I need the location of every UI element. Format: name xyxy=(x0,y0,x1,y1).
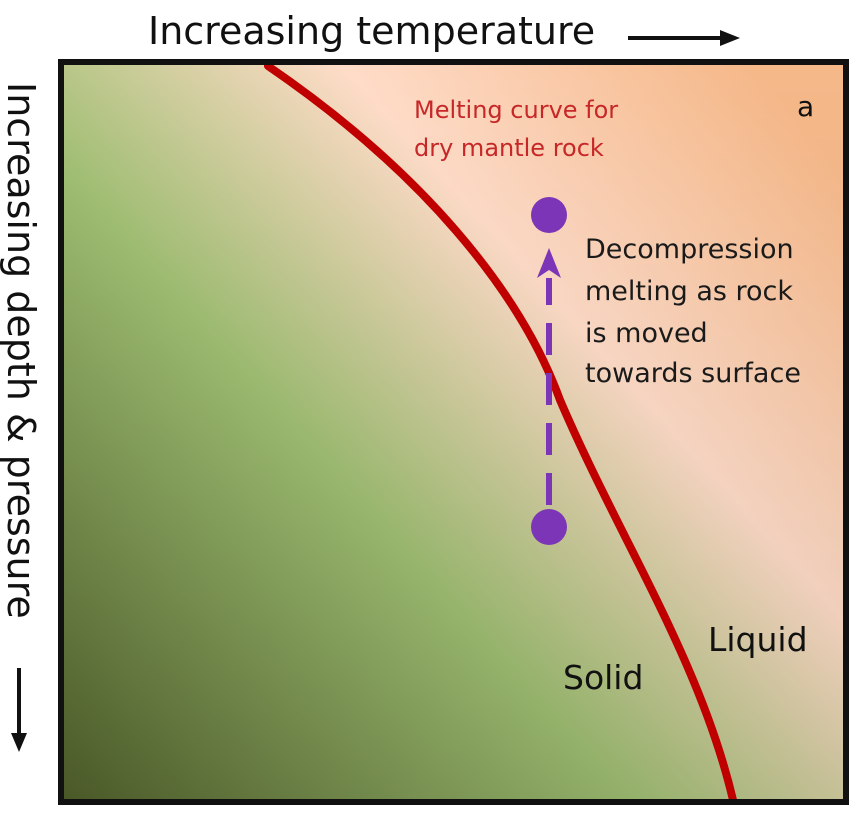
x-axis-label: Increasing temperature xyxy=(148,9,595,53)
annotation-line-3: is moved xyxy=(585,318,708,349)
decompression-annotation: Decompression melting as rock is moved t… xyxy=(585,234,802,389)
start-point-marker xyxy=(531,509,567,545)
melting-curve xyxy=(264,62,737,804)
liquid-region-label: Liquid xyxy=(708,620,808,659)
solid-region-label: Solid xyxy=(563,658,643,697)
annotation-line-2: melting as rock xyxy=(585,276,793,307)
melting-curve-label-line-1: Melting curve for xyxy=(414,96,618,124)
plot-shading xyxy=(61,62,846,802)
annotation-line-4: towards surface xyxy=(585,358,801,389)
plot-frame xyxy=(58,59,849,805)
y-axis-label: Increasing depth & pressure xyxy=(0,82,43,619)
annotation-line-1: Decompression xyxy=(585,234,794,265)
decompression-arrowhead xyxy=(537,248,561,278)
end-point-marker xyxy=(531,197,567,233)
decompression-path xyxy=(531,197,567,545)
x-axis-arrow xyxy=(628,30,740,46)
melting-curve-label-line-2: dry mantle rock xyxy=(414,134,604,162)
melting-curve-label: Melting curve for dry mantle rock xyxy=(414,96,626,162)
y-axis-arrow xyxy=(11,668,27,752)
panel-letter: a xyxy=(797,90,814,123)
